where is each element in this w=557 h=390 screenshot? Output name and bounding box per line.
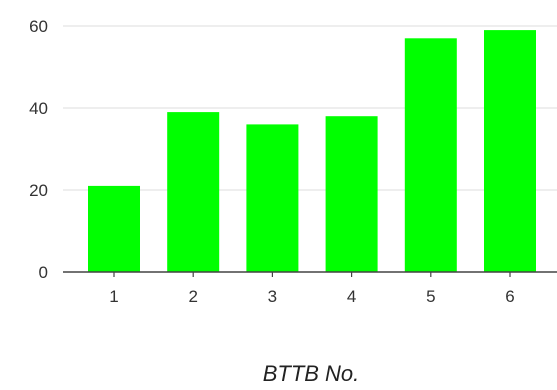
- x-tick-label-1: 1: [109, 287, 118, 306]
- x-tick-label-5: 5: [426, 287, 435, 306]
- bar-3: [246, 124, 299, 273]
- x-tick-label-4: 4: [347, 287, 356, 306]
- gridlines: [63, 25, 557, 191]
- x-tick-label-6: 6: [505, 287, 514, 306]
- x-tick-label-2: 2: [188, 287, 197, 306]
- axes: [63, 271, 557, 277]
- bar-1: [88, 185, 140, 272]
- bar-2: [167, 112, 220, 272]
- bars: [88, 30, 536, 273]
- y-tick-labels: 0 20 40 60: [29, 17, 48, 282]
- x-axis-title: BTTB No.: [263, 361, 360, 386]
- y-tick-label-60: 60: [29, 17, 48, 36]
- x-tick-label-3: 3: [268, 287, 277, 306]
- bar-4: [325, 116, 378, 272]
- y-tick-label-40: 40: [29, 99, 48, 118]
- x-tick-labels: 1 2 3 4 5 6: [109, 287, 514, 306]
- y-tick-label-0: 0: [39, 263, 48, 282]
- y-tick-label-20: 20: [29, 181, 48, 200]
- bar-6: [484, 30, 536, 272]
- bar-5: [404, 38, 457, 272]
